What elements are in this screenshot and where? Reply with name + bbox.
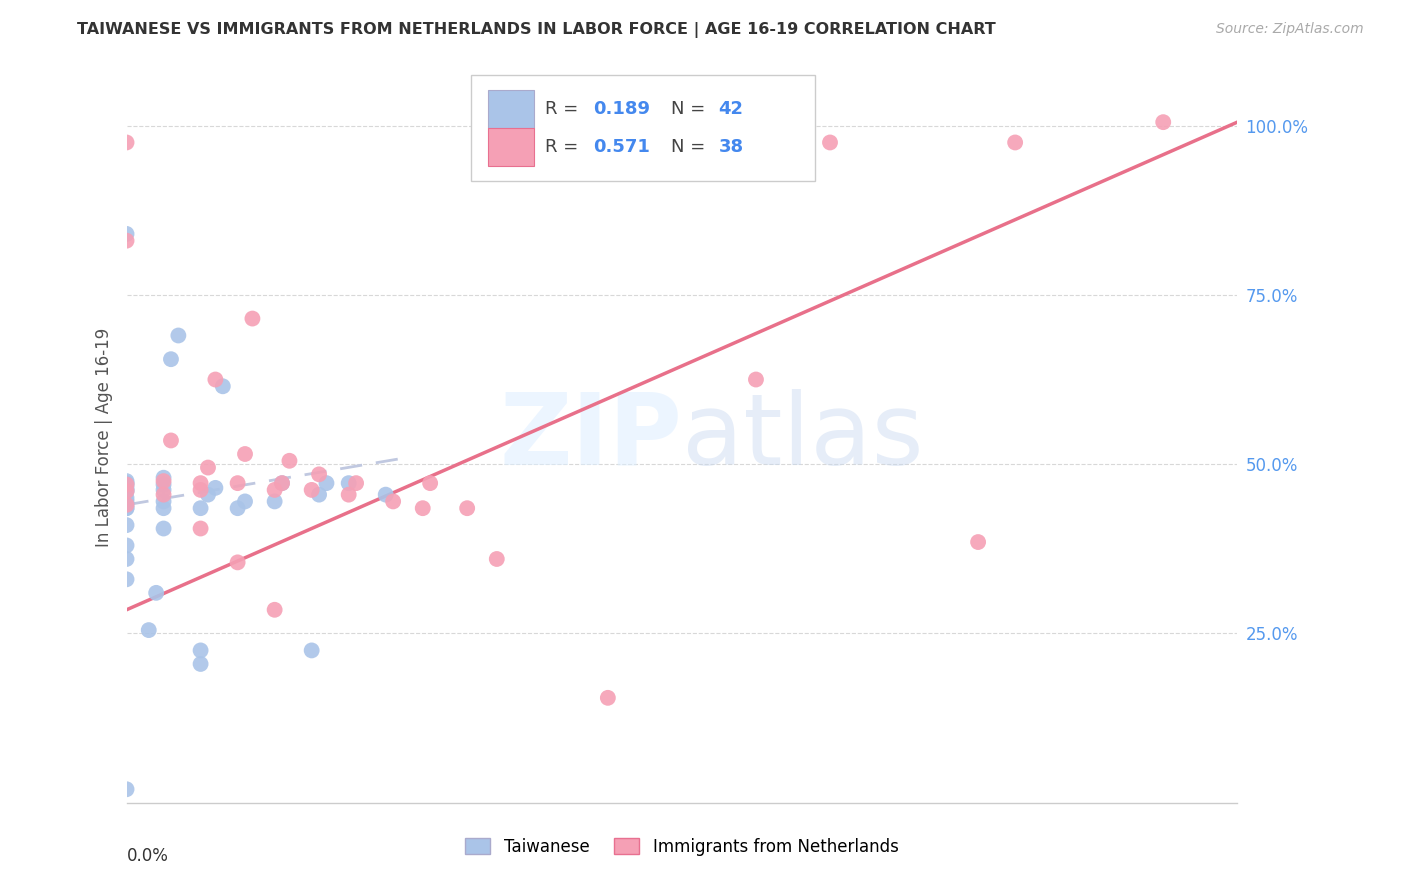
Text: N =: N = [671,100,711,118]
Point [596,690,619,705]
Point [152,474,174,488]
Point [115,481,138,495]
Point [337,488,360,502]
Point [115,552,138,566]
Point [115,494,138,508]
Point [152,483,174,497]
Point [226,555,249,569]
Point [115,518,138,533]
Point [233,494,256,508]
Text: N =: N = [671,138,711,156]
Point [115,136,138,150]
Point [782,115,804,129]
Point [308,467,330,482]
Point [138,623,160,637]
Point [115,782,138,797]
Point [190,476,212,491]
Point [115,538,138,552]
Point [419,476,441,491]
Point [190,643,212,657]
Point [197,460,219,475]
Text: ZIP: ZIP [499,389,682,485]
Text: 0.0%: 0.0% [127,847,169,864]
Point [271,476,294,491]
Point [115,572,138,586]
Point [301,643,323,657]
Text: 38: 38 [718,138,744,156]
Point [745,372,768,386]
Point [115,501,138,516]
Point [190,521,212,535]
Text: 0.189: 0.189 [593,100,650,118]
Point [278,454,301,468]
Point [115,484,138,499]
Point [263,603,285,617]
Point [412,501,434,516]
Point [167,328,190,343]
Point [152,488,174,502]
Point [301,483,323,497]
Point [211,379,233,393]
Point [337,476,360,491]
Point [115,484,138,499]
Point [152,471,174,485]
Point [233,447,256,461]
Point [271,476,294,491]
Point [263,483,285,497]
Point [160,352,183,367]
Point [152,521,174,535]
Y-axis label: In Labor Force | Age 16-19: In Labor Force | Age 16-19 [94,327,112,547]
Point [115,491,138,505]
Point [818,136,841,150]
Point [308,488,330,502]
FancyBboxPatch shape [488,90,534,128]
Point [634,136,657,150]
Point [190,483,212,497]
Point [456,501,478,516]
Point [197,488,219,502]
Point [160,434,183,448]
Point [226,501,249,516]
Text: 42: 42 [718,100,744,118]
Text: atlas: atlas [682,389,924,485]
Point [145,586,167,600]
Point [226,476,249,491]
Point [115,498,138,512]
Point [190,657,212,671]
Point [190,501,212,516]
Point [485,552,508,566]
Point [204,372,226,386]
Point [152,477,174,491]
Point [115,501,138,516]
Text: Source: ZipAtlas.com: Source: ZipAtlas.com [1216,22,1364,37]
Text: TAIWANESE VS IMMIGRANTS FROM NETHERLANDS IN LABOR FORCE | AGE 16-19 CORRELATION : TAIWANESE VS IMMIGRANTS FROM NETHERLANDS… [77,22,995,38]
Legend: Taiwanese, Immigrants from Netherlands: Taiwanese, Immigrants from Netherlands [457,830,907,864]
Text: R =: R = [546,100,585,118]
Point [374,488,396,502]
Point [152,494,174,508]
Text: 0.571: 0.571 [593,138,650,156]
Point [115,476,138,491]
Point [115,483,138,497]
Point [382,494,405,508]
Point [115,474,138,488]
Text: R =: R = [546,138,585,156]
Point [115,477,138,491]
Point [1152,115,1174,129]
Point [115,477,138,491]
FancyBboxPatch shape [488,128,534,167]
Point [967,535,990,549]
Point [115,498,138,512]
Point [204,481,226,495]
Point [152,501,174,516]
Point [115,227,138,241]
Point [115,234,138,248]
Point [242,311,264,326]
Point [1004,136,1026,150]
Point [344,476,367,491]
Point [263,494,285,508]
FancyBboxPatch shape [471,75,815,181]
Point [315,476,337,491]
